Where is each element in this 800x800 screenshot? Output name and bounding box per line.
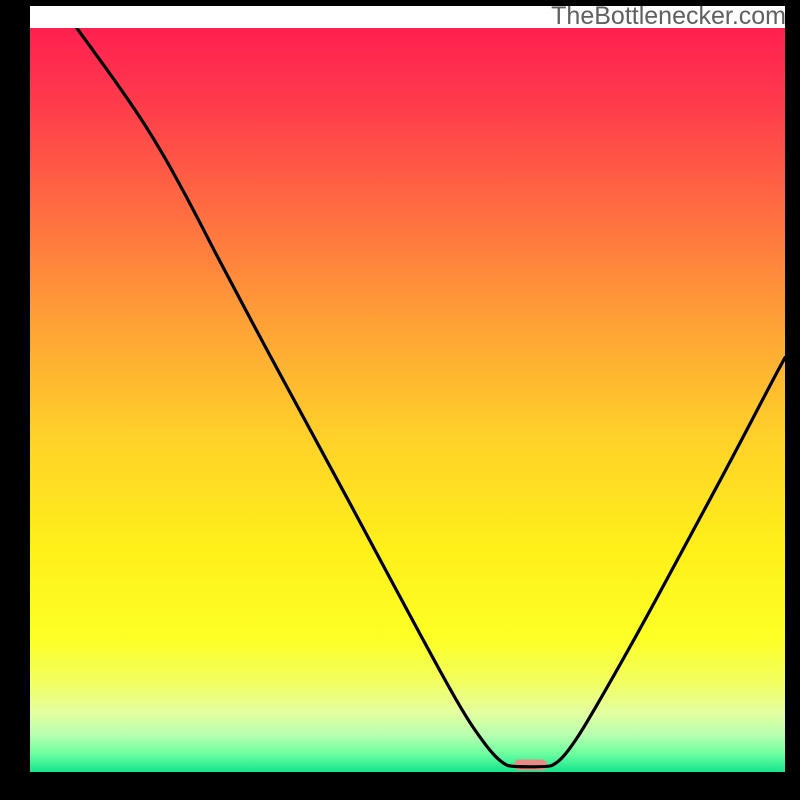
frame-left [0, 0, 30, 800]
bottleneck-curve [30, 28, 785, 772]
chart-canvas: TheBottlenecker.com [0, 0, 800, 800]
watermark-text: TheBottlenecker.com [551, 2, 786, 31]
plot-area [30, 28, 785, 772]
frame-right [785, 0, 800, 800]
frame-bottom [0, 772, 800, 800]
